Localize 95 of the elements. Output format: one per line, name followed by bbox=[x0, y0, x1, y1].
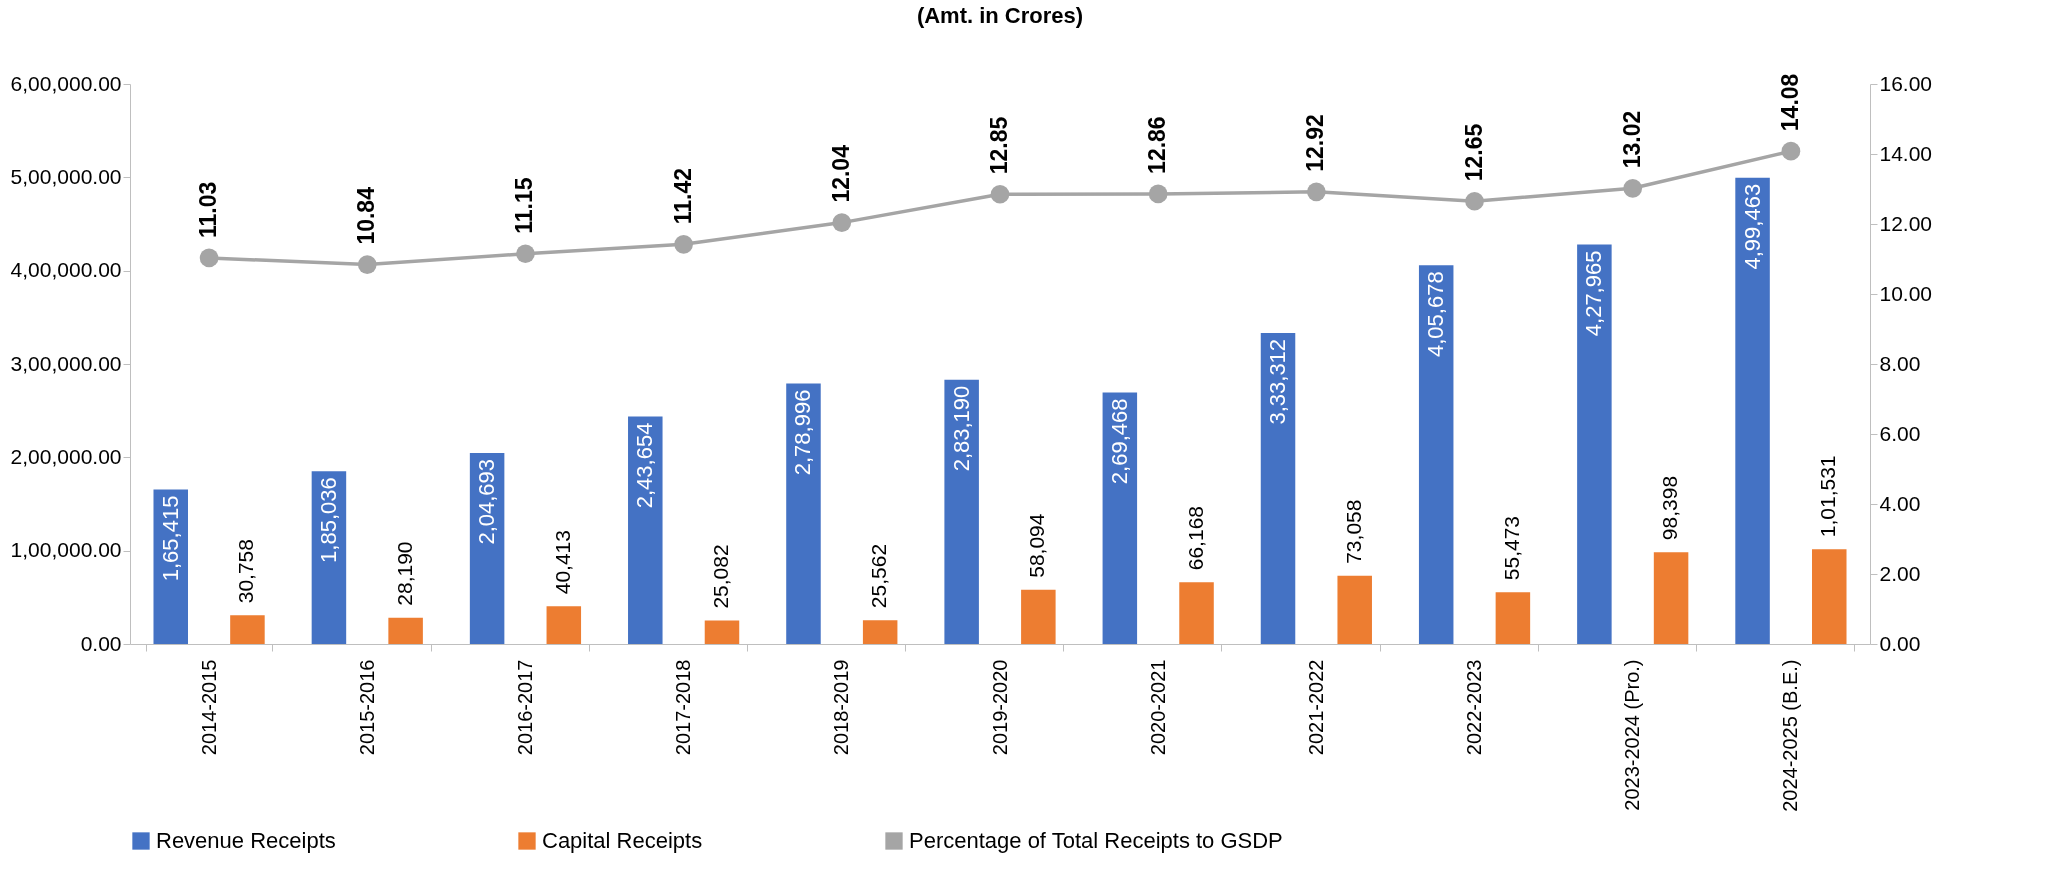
bar bbox=[1653, 552, 1689, 644]
data-label: 11.03 bbox=[195, 181, 222, 238]
y2-tick-label: 14.00 bbox=[1879, 141, 1933, 165]
data-label: 55,473 bbox=[1499, 515, 1523, 581]
data-label: 30,758 bbox=[234, 539, 258, 604]
point bbox=[1781, 141, 1801, 161]
y2-tick-label: 4.00 bbox=[1879, 491, 1921, 515]
bar bbox=[1260, 332, 1296, 644]
data-label: 13.02 bbox=[1618, 110, 1645, 169]
data-label: 14.08 bbox=[1776, 73, 1803, 132]
data-label: 25,562 bbox=[867, 543, 891, 609]
x-tick-label: 2024-2025 (B.E.) bbox=[1779, 659, 1802, 812]
bar bbox=[862, 620, 898, 644]
data-label: 12.86 bbox=[1144, 116, 1171, 174]
x-tick-label: 2023-2024 (Pro.) bbox=[1621, 659, 1644, 811]
data-label: 28,190 bbox=[392, 541, 416, 606]
point bbox=[1148, 184, 1168, 204]
point bbox=[516, 244, 535, 264]
bar bbox=[1495, 592, 1531, 644]
y2-tick-label: 6.00 bbox=[1879, 421, 1921, 445]
point bbox=[1465, 191, 1484, 211]
point bbox=[832, 213, 852, 232]
bar bbox=[1418, 265, 1454, 644]
y2-tick-label: 2.00 bbox=[1879, 561, 1921, 585]
y2-tick-label: 8.00 bbox=[1879, 351, 1921, 375]
y-tick-label: 6,00,000.00 bbox=[10, 71, 122, 95]
bar bbox=[546, 606, 582, 644]
data-label: 12.04 bbox=[827, 144, 854, 203]
point bbox=[990, 184, 1010, 204]
y-tick-label: 3,00,000.00 bbox=[10, 351, 122, 375]
bar bbox=[786, 383, 821, 644]
y-tick-label: 5,00,000.00 bbox=[10, 164, 122, 188]
data-label: 1,01,531 bbox=[1816, 455, 1840, 538]
data-label: 2,78,996 bbox=[790, 389, 816, 476]
point bbox=[674, 234, 693, 254]
y2-tick-label: 0.00 bbox=[1879, 631, 1921, 655]
data-label: 4,99,463 bbox=[1739, 183, 1765, 270]
data-label: 12.65 bbox=[1460, 123, 1487, 182]
point bbox=[357, 255, 377, 274]
bar bbox=[1812, 549, 1847, 644]
bar bbox=[153, 489, 188, 644]
x-tick-label: 2020-2021 bbox=[1146, 659, 1169, 756]
data-label: 2,43,654 bbox=[632, 422, 658, 509]
x-tick-label: 2022-2023 bbox=[1463, 659, 1486, 756]
point bbox=[1307, 182, 1326, 202]
point bbox=[199, 248, 219, 268]
x-tick-label: 2014-2015 bbox=[197, 659, 220, 756]
y-tick-label: 2,00,000.00 bbox=[10, 444, 122, 468]
x-tick-label: 2021-2022 bbox=[1304, 659, 1327, 756]
legend-label: Percentage of Total Receipts to GSDP bbox=[909, 828, 1283, 853]
data-label: 58,094 bbox=[1025, 513, 1049, 578]
y2-tick-label: 12.00 bbox=[1879, 211, 1933, 235]
data-label: 40,413 bbox=[550, 530, 574, 595]
point bbox=[1623, 178, 1643, 198]
data-label: 4,05,678 bbox=[1423, 271, 1449, 358]
bar bbox=[704, 620, 740, 644]
data-label: 73,058 bbox=[1341, 499, 1365, 564]
bar bbox=[1102, 392, 1138, 644]
x-tick-label: 2018-2019 bbox=[830, 659, 853, 756]
data-label: 10.84 bbox=[353, 186, 380, 245]
bar bbox=[628, 416, 663, 644]
data-label: 2,69,468 bbox=[1106, 398, 1132, 485]
bar bbox=[1735, 177, 1770, 644]
data-label: 3,33,312 bbox=[1265, 338, 1291, 425]
bar bbox=[1337, 575, 1372, 644]
bar bbox=[1577, 244, 1612, 644]
bar bbox=[1021, 589, 1056, 644]
data-label: 4,27,965 bbox=[1581, 250, 1607, 337]
bar bbox=[388, 617, 423, 644]
bar bbox=[230, 615, 265, 644]
bar bbox=[944, 379, 979, 644]
x-tick-label: 2017-2018 bbox=[672, 659, 695, 756]
y-tick-label: 4,00,000.00 bbox=[10, 258, 122, 282]
x-tick-label: 2015-2016 bbox=[355, 659, 378, 756]
data-label: 11.42 bbox=[669, 168, 696, 225]
x-tick-label: 2016-2017 bbox=[513, 659, 536, 756]
legend-label: Revenue Receipts bbox=[156, 828, 336, 853]
data-label: 98,398 bbox=[1658, 475, 1682, 541]
data-label: 1,65,415 bbox=[157, 495, 183, 582]
chart-title: (Amt. in Crores) bbox=[916, 3, 1084, 28]
data-label: 12.92 bbox=[1302, 114, 1329, 172]
data-label: 1,85,036 bbox=[315, 477, 341, 563]
data-label: 66,168 bbox=[1183, 506, 1207, 571]
x-tick-label: 2019-2020 bbox=[988, 659, 1011, 756]
data-label: 11.15 bbox=[511, 177, 538, 234]
y2-tick-label: 16.00 bbox=[1879, 71, 1933, 95]
data-label: 25,082 bbox=[708, 544, 732, 609]
data-label: 2,83,190 bbox=[948, 385, 974, 472]
bar bbox=[1179, 582, 1214, 644]
y-tick-label: 0.00 bbox=[80, 631, 122, 655]
legend-label: Capital Receipts bbox=[542, 828, 703, 853]
y-tick-label: 1,00,000.00 bbox=[10, 538, 122, 562]
data-label: 2,04,693 bbox=[474, 458, 500, 545]
y2-tick-label: 10.00 bbox=[1879, 281, 1933, 305]
data-label: 12.85 bbox=[986, 116, 1012, 175]
